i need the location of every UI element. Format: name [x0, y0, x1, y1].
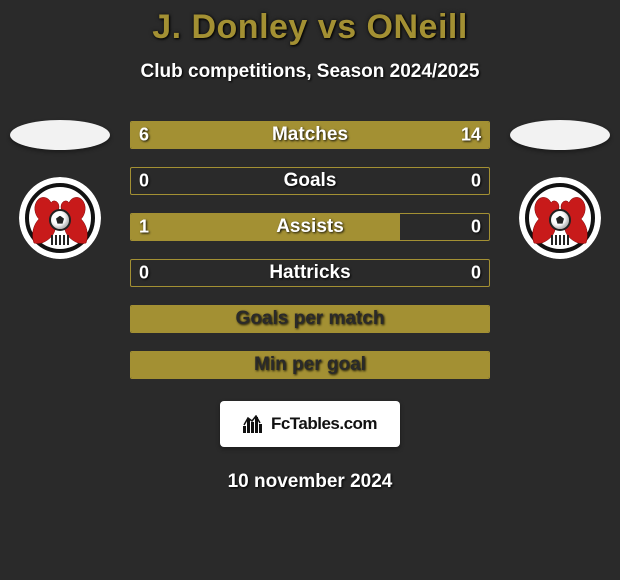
stat-value-left: 6 [139, 125, 149, 146]
subtitle: Club competitions, Season 2024/2025 [0, 61, 620, 83]
stat-label: Hattricks [131, 262, 489, 284]
player-ellipse-left [10, 120, 110, 150]
club-badge-left [19, 177, 101, 259]
stat-fill-left [131, 306, 489, 332]
stat-label: Goals [131, 170, 489, 192]
stat-value-right: 0 [471, 263, 481, 284]
stat-value-left: 1 [139, 217, 149, 238]
stat-value-right: 0 [471, 171, 481, 192]
player-ellipse-right [510, 120, 610, 150]
stat-fill-right [238, 122, 489, 148]
stat-row: 0 0Hattricks [130, 259, 490, 287]
bar-chart-icon [243, 415, 265, 433]
stat-row: 10Assists [130, 213, 490, 241]
stat-row: Goals per match [130, 305, 490, 333]
attribution-text: FcTables.com [271, 414, 377, 434]
stat-value-left: 0 [139, 263, 149, 284]
stat-fill-left [131, 214, 400, 240]
club-badge-right [519, 177, 601, 259]
stat-fill-left [131, 352, 489, 378]
stat-value-left: 0 [139, 171, 149, 192]
stat-value-right: 14 [461, 125, 481, 146]
attribution-badge[interactable]: FcTables.com [220, 401, 400, 447]
stat-row: 614Matches [130, 121, 490, 149]
stat-row: 0 0Goals [130, 167, 490, 195]
stat-value-right: 0 [471, 217, 481, 238]
stat-row: Min per goal [130, 351, 490, 379]
stats-container: 614Matches00Goals10Assists00HattricksGoa… [130, 121, 490, 379]
page-title: J. Donley vs ONeill [0, 0, 620, 47]
date: 10 november 2024 [0, 471, 620, 493]
